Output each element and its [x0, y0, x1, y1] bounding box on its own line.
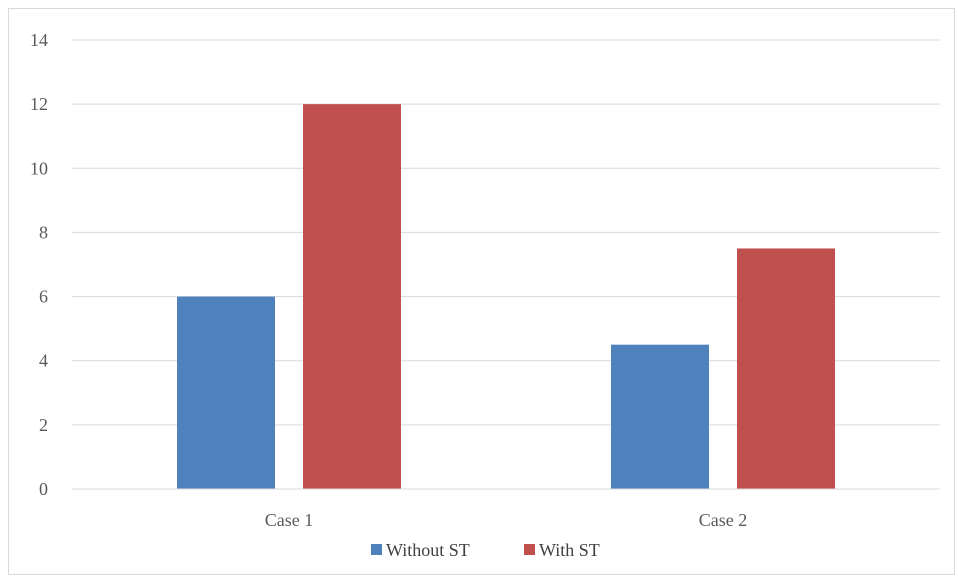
y-tick-label: 0: [39, 479, 48, 499]
legend-swatch-without-st: [371, 544, 382, 555]
bar-without-st-case-1: [177, 296, 275, 489]
bar-with-st-case-2: [737, 248, 835, 489]
x-tick-label: Case 2: [699, 510, 748, 530]
y-tick-label: 8: [39, 222, 48, 242]
legend: Without ST With ST: [371, 540, 600, 560]
x-tick-label: Case 1: [265, 510, 314, 530]
bar-without-st-case-2: [611, 344, 709, 489]
y-axis-tick-labels: 0 2 4 6 8 10 12 14: [30, 30, 48, 499]
y-tick-label: 6: [39, 287, 48, 307]
legend-swatch-with-st: [524, 544, 535, 555]
legend-label: Without ST: [386, 540, 470, 560]
legend-label: With ST: [539, 540, 600, 560]
bars: [177, 104, 835, 490]
y-tick-label: 10: [30, 158, 48, 178]
y-tick-label: 2: [39, 415, 48, 435]
y-tick-label: 12: [30, 94, 48, 114]
y-tick-label: 4: [39, 351, 48, 371]
y-tick-label: 14: [30, 30, 48, 50]
bar-with-st-case-1: [303, 104, 401, 490]
x-axis-tick-labels: Case 1 Case 2: [265, 510, 748, 530]
